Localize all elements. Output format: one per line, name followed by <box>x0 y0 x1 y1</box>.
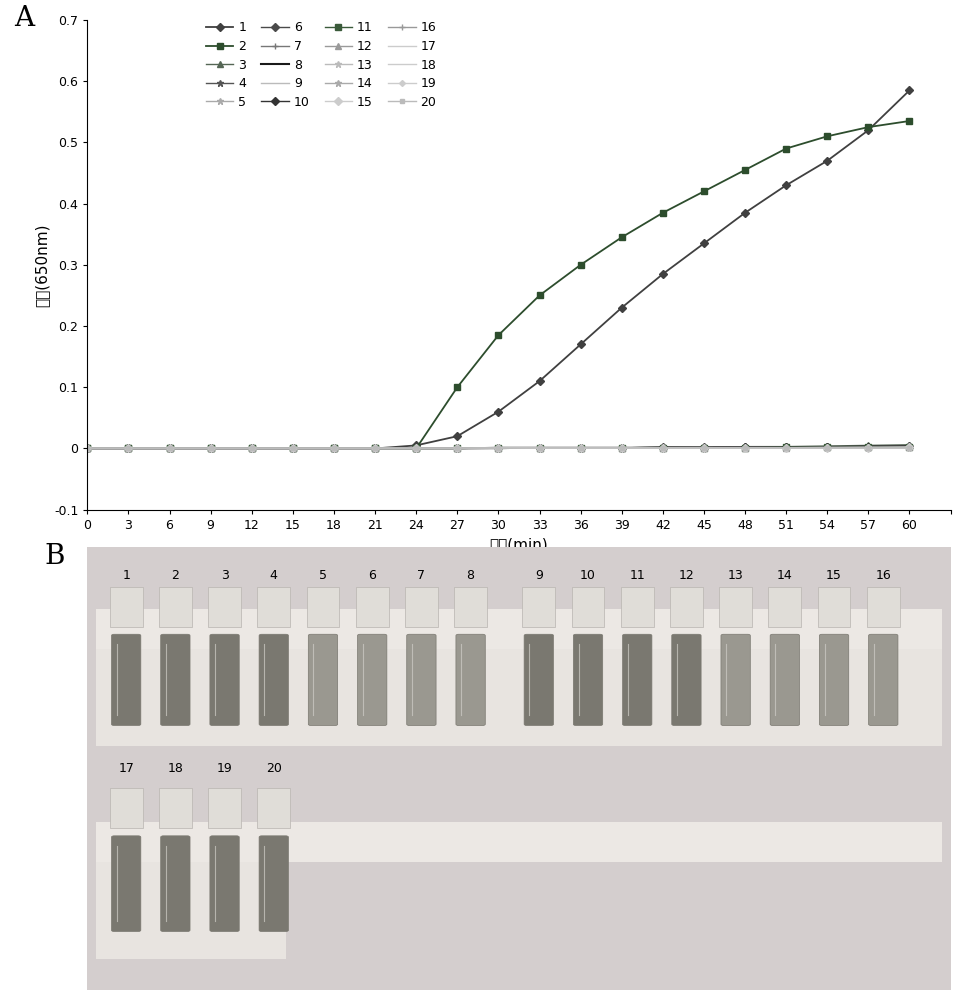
Text: 14: 14 <box>776 569 792 582</box>
Bar <box>96 649 941 746</box>
Bar <box>109 788 142 828</box>
Bar <box>306 587 339 627</box>
Text: 4: 4 <box>269 569 277 582</box>
Text: 20: 20 <box>266 762 281 775</box>
Text: 15: 15 <box>826 569 841 582</box>
FancyBboxPatch shape <box>867 634 897 726</box>
Bar <box>96 609 941 649</box>
Text: 19: 19 <box>216 762 233 775</box>
FancyBboxPatch shape <box>523 634 553 726</box>
Legend: 1, 2, 3, 4, 5, 6, 7, 8, 9, 10, 11, 12, 13, 14, 15, 16, 17, 18, 19, 20: 1, 2, 3, 4, 5, 6, 7, 8, 9, 10, 11, 12, 1… <box>205 21 436 109</box>
Bar <box>257 788 290 828</box>
Bar <box>208 788 240 828</box>
FancyBboxPatch shape <box>720 634 750 726</box>
FancyBboxPatch shape <box>406 634 436 726</box>
Text: 18: 18 <box>168 762 183 775</box>
Bar <box>571 587 604 627</box>
Bar <box>96 862 286 959</box>
FancyBboxPatch shape <box>358 634 387 726</box>
FancyBboxPatch shape <box>455 634 484 726</box>
Text: 16: 16 <box>874 569 891 582</box>
X-axis label: 时间(min): 时间(min) <box>489 537 547 552</box>
Bar <box>159 788 192 828</box>
FancyBboxPatch shape <box>573 634 602 726</box>
Bar <box>159 587 192 627</box>
Text: 2: 2 <box>172 569 179 582</box>
FancyBboxPatch shape <box>161 836 190 932</box>
Text: 17: 17 <box>118 762 134 775</box>
Text: 5: 5 <box>319 569 327 582</box>
Text: 8: 8 <box>466 569 474 582</box>
FancyBboxPatch shape <box>111 836 141 932</box>
Bar <box>109 587 142 627</box>
FancyBboxPatch shape <box>161 634 190 726</box>
Text: B: B <box>44 543 65 570</box>
Text: 1: 1 <box>122 569 130 582</box>
Text: A: A <box>14 5 34 32</box>
FancyBboxPatch shape <box>308 634 337 726</box>
Bar <box>670 587 703 627</box>
Bar <box>718 587 751 627</box>
Text: 10: 10 <box>579 569 595 582</box>
FancyBboxPatch shape <box>769 634 798 726</box>
Bar <box>767 587 800 627</box>
FancyBboxPatch shape <box>209 634 239 726</box>
Bar <box>405 587 437 627</box>
Text: 11: 11 <box>629 569 644 582</box>
Bar <box>208 587 240 627</box>
FancyBboxPatch shape <box>111 634 141 726</box>
Text: 12: 12 <box>678 569 694 582</box>
Bar <box>866 587 898 627</box>
FancyBboxPatch shape <box>819 634 848 726</box>
Bar <box>453 587 486 627</box>
Text: 7: 7 <box>417 569 425 582</box>
Bar <box>356 587 389 627</box>
Bar <box>620 587 653 627</box>
FancyBboxPatch shape <box>259 634 288 726</box>
FancyBboxPatch shape <box>622 634 651 726</box>
FancyBboxPatch shape <box>672 634 701 726</box>
Y-axis label: 浓度(650nm): 浓度(650nm) <box>35 223 49 307</box>
Bar <box>522 587 554 627</box>
Bar <box>96 822 941 862</box>
Text: 13: 13 <box>727 569 743 582</box>
FancyBboxPatch shape <box>259 836 288 932</box>
Text: 6: 6 <box>368 569 376 582</box>
Bar <box>257 587 290 627</box>
FancyBboxPatch shape <box>209 836 239 932</box>
Bar <box>817 587 850 627</box>
Text: 3: 3 <box>220 569 229 582</box>
Text: 9: 9 <box>534 569 543 582</box>
